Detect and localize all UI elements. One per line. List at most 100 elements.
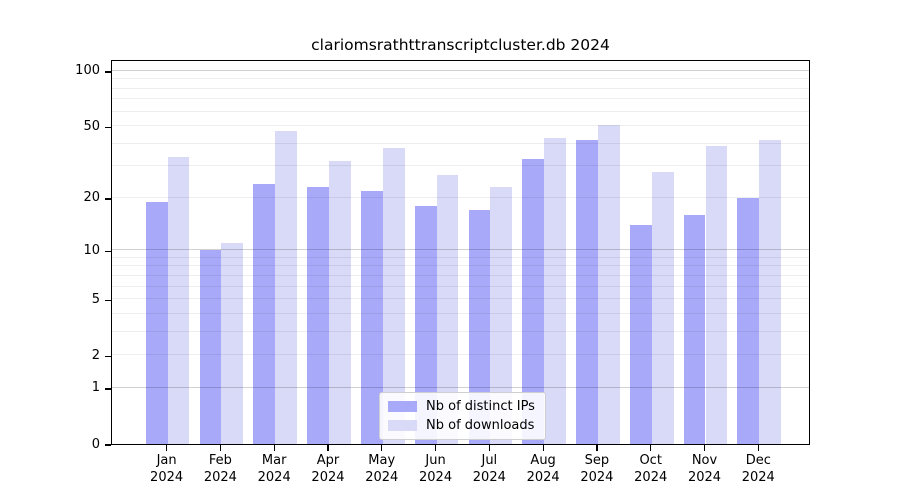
x-tick-label-aug: Aug 2024 <box>511 452 575 486</box>
gridline-minor-9 <box>112 256 809 258</box>
bar-ips-apr <box>307 187 329 444</box>
y-tick-label-10: 10 <box>83 242 100 258</box>
gridline-minor-80 <box>112 87 809 89</box>
bar-downloads-feb <box>221 243 244 444</box>
x-label-year: 2024 <box>311 470 345 485</box>
bar-downloads-jul <box>490 187 513 444</box>
bar-downloads-apr <box>328 161 351 444</box>
x-tick-jun <box>434 445 437 451</box>
bar-ips-feb <box>199 250 222 444</box>
x-tick-apr <box>327 445 329 451</box>
bar-downloads-aug <box>544 138 566 444</box>
x-tick-label-mar: Mar 2024 <box>242 452 306 486</box>
bars-layer <box>112 61 809 444</box>
x-label-year: 2024 <box>687 470 722 485</box>
x-label-year: 2024 <box>419 470 453 485</box>
gridline-minor-3 <box>112 330 809 332</box>
y-tick-label-5: 5 <box>91 291 100 307</box>
y-tick-20 <box>104 198 111 200</box>
gridline-major-10 <box>112 249 809 251</box>
y-tick-100 <box>104 71 111 73</box>
chart-title: clariomsrathttranscriptcluster.db 2024 <box>311 36 610 54</box>
gridline-minor-8 <box>112 265 809 267</box>
y-tick-label-20: 20 <box>83 190 100 206</box>
legend-swatch-downloads <box>388 420 417 431</box>
x-tick-jan <box>166 445 168 451</box>
x-tick-label-jul: Jul 2024 <box>457 452 521 486</box>
plot-area <box>111 60 810 445</box>
y-tick-50 <box>104 126 111 128</box>
gridlines-layer <box>112 61 809 444</box>
bar-ips-aug <box>522 158 545 444</box>
legend-row-downloads: Nb of downloads <box>388 418 535 433</box>
x-tick-oct <box>650 445 652 451</box>
x-label-month: Nov <box>691 453 718 468</box>
y-tick-1 <box>104 388 111 390</box>
legend: Nb of distinct IPs Nb of downloads <box>379 392 546 440</box>
gridline-minor-70 <box>112 98 809 100</box>
bar-downloads-jan <box>167 156 190 444</box>
x-label-year: 2024 <box>150 470 184 485</box>
y-tick-label-0: 0 <box>91 436 100 452</box>
bar-downloads-dec <box>759 139 782 444</box>
bar-ips-jan <box>145 201 168 444</box>
x-label-year: 2024 <box>526 470 560 485</box>
bar-downloads-jun <box>436 174 459 444</box>
x-tick-mar <box>273 445 275 451</box>
x-tick-feb <box>219 445 222 451</box>
gridline-minor-7 <box>112 274 809 276</box>
x-tick-label-feb: Feb 2024 <box>188 452 252 486</box>
x-label-year: 2024 <box>580 470 614 485</box>
bar-ips-dec <box>737 197 760 444</box>
y-tick-0 <box>104 444 111 446</box>
legend-swatch-distinct-ips <box>388 401 417 412</box>
bar-downloads-sep <box>597 124 620 444</box>
legend-row-ips: Nb of distinct IPs <box>388 399 535 414</box>
x-label-year: 2024 <box>634 470 668 485</box>
bar-ips-may <box>360 190 383 444</box>
x-label-year: 2024 <box>741 470 775 485</box>
x-label-month: Jul <box>481 453 498 468</box>
y-tick-label-1: 1 <box>91 380 100 396</box>
bar-ips-jul <box>468 210 491 444</box>
x-label-month: Aug <box>530 453 556 468</box>
bar-ips-jun <box>414 205 437 444</box>
x-label-month: May <box>368 453 396 468</box>
x-tick-aug <box>542 445 544 451</box>
bar-downloads-mar <box>275 131 297 444</box>
x-label-year: 2024 <box>472 470 506 485</box>
x-tick-label-jun: Jun 2024 <box>404 452 468 486</box>
x-tick-nov <box>703 445 706 451</box>
x-tick-may <box>381 445 383 451</box>
x-label-month: Dec <box>745 453 771 468</box>
x-tick-label-may: May 2024 <box>350 452 414 486</box>
gridline-minor-50 <box>112 125 809 127</box>
bar-ips-mar <box>253 183 276 444</box>
x-label-year: 2024 <box>365 470 399 485</box>
bar-ips-oct <box>629 225 652 444</box>
bar-ips-sep <box>576 139 598 444</box>
x-label-year: 2024 <box>203 470 237 485</box>
x-tick-label-jan: Jan 2024 <box>135 452 199 486</box>
x-label-year: 2024 <box>257 470 291 485</box>
bar-downloads-oct <box>651 171 674 444</box>
y-tick-10 <box>104 250 111 252</box>
legend-label-distinct-ips: Nb of distinct IPs <box>426 399 535 414</box>
bar-downloads-nov <box>705 145 728 444</box>
gridline-minor-5 <box>112 298 809 300</box>
x-label-month: Oct <box>639 453 662 468</box>
gridline-minor-90 <box>112 78 809 80</box>
x-label-month: Mar <box>261 453 287 468</box>
gridline-major-100 <box>112 69 809 71</box>
gridline-minor-60 <box>112 110 809 112</box>
y-tick-label-100: 100 <box>75 63 100 79</box>
x-tick-label-nov: Nov 2024 <box>673 452 737 486</box>
x-label-month: Apr <box>316 453 340 468</box>
y-tick-label-50: 50 <box>83 118 100 134</box>
x-tick-label-oct: Oct 2024 <box>619 452 683 486</box>
bar-downloads-may <box>382 147 405 444</box>
x-tick-dec <box>757 445 759 451</box>
y-tick-2 <box>104 355 111 357</box>
gridline-minor-6 <box>112 285 809 287</box>
gridline-minor-20 <box>112 196 809 198</box>
